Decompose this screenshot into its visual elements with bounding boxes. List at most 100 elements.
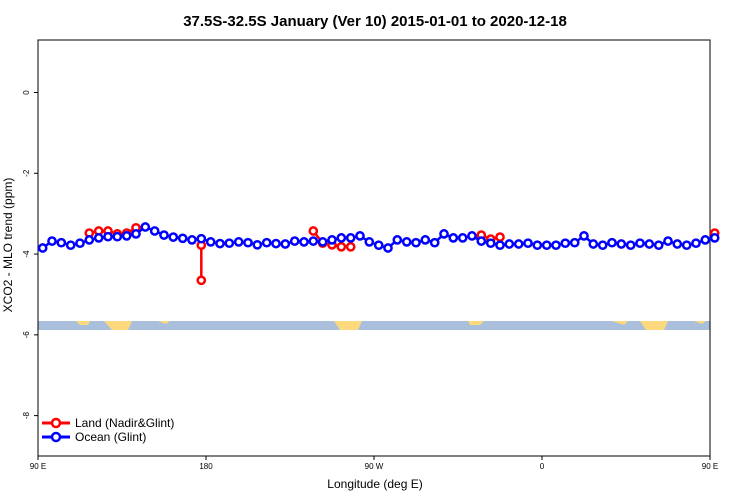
data-point [243,237,253,248]
data-point [159,230,169,240]
x-tick-label: 180 [199,462,213,471]
data-point [551,240,561,251]
data-point [345,233,356,243]
data-point [588,239,599,249]
data-point [541,240,552,251]
data-point [37,243,48,253]
data-point [280,239,291,249]
data-point [177,233,188,244]
x-tick-label: 90 W [365,462,384,471]
x-axis-label: Longitude (deg E) [327,477,422,491]
y-axis-label: XCO2 - MLO trend (ppm) [1,178,15,313]
data-point [700,235,711,245]
data-point [140,222,151,232]
data-point [84,235,95,245]
legend-label-ocean: Ocean (Glint) [75,430,146,444]
data-point [532,240,543,251]
data-point [429,237,440,248]
data-point [495,232,505,242]
x-tick-label: 90 E [702,462,718,471]
data-point [373,240,384,251]
data-point [215,238,225,249]
data-point [327,235,337,245]
data-point [485,238,496,249]
data-point [560,238,571,249]
data-point [103,231,113,242]
data-point [112,231,123,242]
data-point [467,231,477,241]
data-point [383,243,393,253]
data-point [65,240,76,251]
data-point [271,238,281,249]
legend-marker-ocean [50,431,62,443]
data-point [93,233,104,243]
land-shape [334,321,362,330]
data-point [672,239,683,249]
y-tick-label: 0 [22,90,31,95]
data-point [653,240,664,251]
data-point [616,239,627,249]
y-tick-label: -4 [22,250,31,258]
data-point [681,240,692,251]
data-point [196,275,207,286]
land-shape [104,321,132,330]
data-point [299,237,309,247]
x-tick-label: 90 E [30,462,46,471]
series-1 [37,222,720,253]
data-point [261,237,272,248]
x-tick-label: 0 [540,462,545,471]
data-point [336,241,347,252]
data-point [625,240,636,251]
y-tick-label: -8 [22,412,31,420]
data-point [47,236,57,246]
data-point [635,238,645,249]
data-point [523,238,533,249]
data-point [392,235,403,245]
data-point [457,233,468,243]
data-point [644,239,655,249]
data-point [121,231,132,241]
plot-frame [37,39,711,457]
land-shape [76,321,90,325]
series-layer [37,222,720,286]
data-point [420,235,431,245]
data-point [411,237,421,248]
data-point [336,233,347,243]
data-point [663,236,673,246]
data-point [439,229,449,239]
map-strip [38,321,710,330]
data-point [476,236,487,246]
data-point [252,239,263,250]
legend: Land (Nadir&Glint) Ocean (Glint) [42,416,174,444]
data-point [149,226,160,236]
land-shape [612,321,628,325]
data-point [691,238,701,249]
data-point [187,235,197,245]
data-point [308,226,319,236]
land-shape [694,321,706,324]
y-tick-label: -2 [22,169,31,177]
legend-marker-land [50,417,62,429]
land-shape [468,321,484,325]
data-point [448,233,459,243]
data-point [224,238,235,249]
data-point [579,231,589,241]
chart-title: 37.5S-32.5S January (Ver 10) 2015-01-01 … [183,13,567,30]
data-point [607,237,617,248]
data-point [289,236,300,246]
data-point [196,233,207,244]
data-point [569,237,580,248]
data-point [317,237,328,247]
data-point [401,237,412,247]
y-tick-label: -6 [22,331,31,339]
land-shape [640,321,668,330]
data-point [495,240,505,251]
data-point [233,237,244,247]
data-point [597,240,608,251]
data-point [75,238,85,249]
data-point [504,239,515,249]
legend-label-land: Land (Nadir&Glint) [75,416,174,430]
data-point [709,233,720,243]
data-point [308,236,319,246]
